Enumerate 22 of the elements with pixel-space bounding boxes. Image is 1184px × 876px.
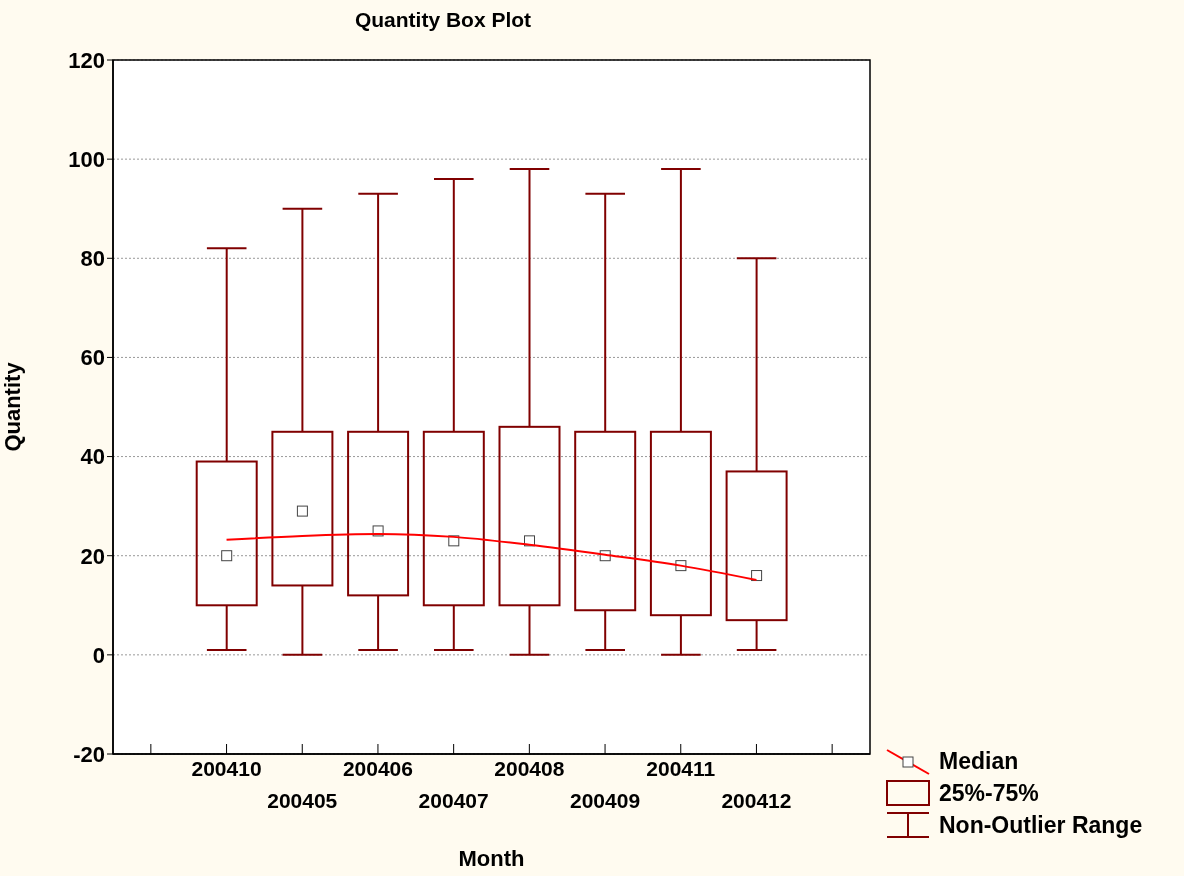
y-tick-label: 40 [80,444,105,470]
chart-title: Quantity Box Plot [353,8,533,32]
y-tick-label: 100 [68,146,105,172]
x-tick-label: 200409 [570,789,641,812]
y-tick-label: 0 [92,642,105,668]
x-tick-label: 200405 [267,789,338,812]
y-tick-label: 60 [80,345,105,371]
y-tick-label: 20 [80,543,105,569]
text: 25%-75% [939,779,1039,807]
legend-label: Median [939,747,1019,775]
y-tick-label: 120 [68,47,105,73]
x-tick-label: 200406 [342,757,413,780]
x-tick-label: 200411 [646,757,716,780]
y-tick-label: -20 [73,741,105,767]
y-axis-title: Quantity [0,361,25,452]
y-tick-label: 80 [80,246,105,272]
x-tick-label: 200410 [191,757,262,780]
x-tick-label: 200412 [721,789,792,812]
x-axis-title: Month [458,846,525,871]
x-tick-label: 200408 [494,757,565,780]
x-tick-label: 200407 [418,789,489,812]
text: Non-Outlier Range [939,811,1143,839]
